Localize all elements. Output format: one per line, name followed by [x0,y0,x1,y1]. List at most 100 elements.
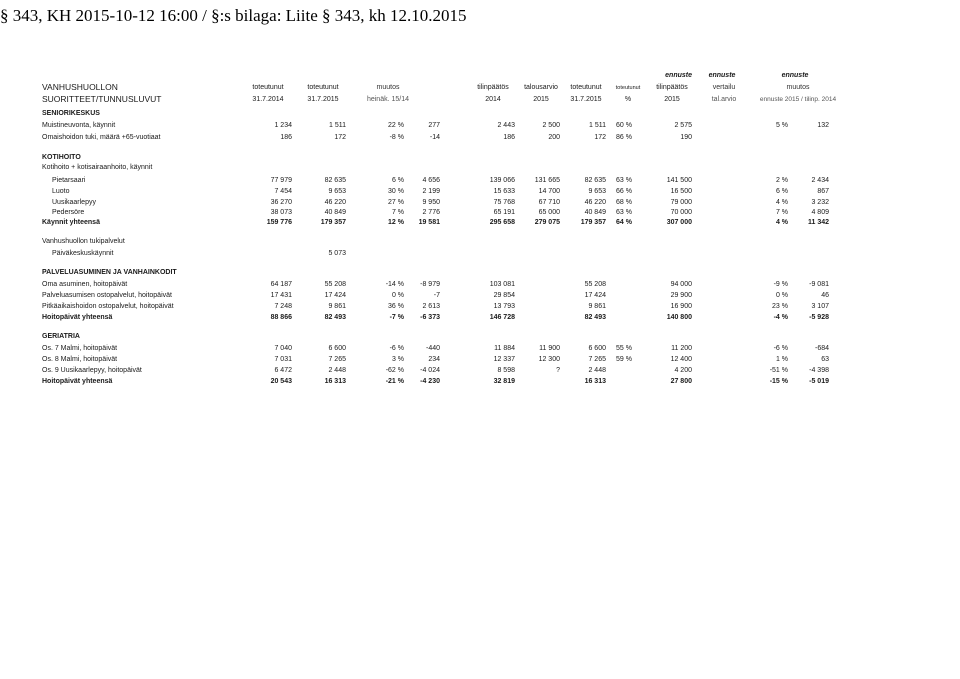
cell-c2: 2 448 [328,367,346,374]
cell-c5: 32 819 [493,378,515,385]
cell-c4: 277 [428,122,440,129]
page-title: § 343, KH 2015-10-12 16:00 / §:s bilaga:… [0,6,467,25]
header-ennuste-1: ennuste [665,72,692,79]
cell-c6: 14 700 [538,188,560,195]
cell-c1: 6 472 [274,367,292,374]
row-label: Os. 8 Malmi, hoitopäivät [42,356,118,363]
cell-c7b: 55 % [616,345,632,352]
cell-c3: 30 % [388,188,404,195]
cell-c3: 27 % [388,199,404,206]
row-label: Käynnit yhteensä [42,219,100,226]
cell-c3: 36 % [388,303,404,310]
cell-c7: 9 653 [588,188,606,195]
cell-c2: 9 653 [328,188,346,195]
cell-c7: 179 357 [580,219,606,226]
cell-c7b: 60 % [616,122,632,129]
cell-c10: 4 % [775,199,788,206]
row-label: Luoto [52,188,70,195]
cell-c10: 1 % [775,356,788,363]
cell-c7: 40 849 [584,209,606,216]
cell-c4: 234 [428,356,440,363]
header-ennuste-2: ennuste [708,72,736,79]
cell-c10: 5 % [775,122,788,129]
cell-c6: 65 000 [538,209,560,216]
row-label: Palveluasumisen ostopalvelut, hoitopäivä… [42,292,172,299]
cell-c5: 11 884 [494,345,515,352]
cell-c5: 75 768 [493,199,515,206]
header-col-c8: tilinpäätös [656,84,688,91]
cell-c8: 94 000 [670,281,692,288]
cell-c3: 0 % [391,292,404,299]
cell-c5: 65 191 [493,209,515,216]
cell-c2: 7 265 [328,356,346,363]
cell-c6: 2 500 [542,122,560,129]
cell-c4: -8 979 [420,281,440,288]
row-label: PALVELUASUMINEN JA VANHAINKODIT [42,269,177,276]
cell-c2: 82 635 [324,177,346,184]
header-col-c6: talousarvio [524,84,558,91]
cell-c11: -5 928 [809,314,829,321]
cell-c11: 867 [817,188,829,195]
cell-c4: -4 024 [420,367,440,374]
cell-c11: 46 [821,292,829,299]
cell-c3: 22 % [388,122,404,129]
header-col-c11: muutos [786,84,810,91]
cell-c5: 139 066 [489,177,515,184]
header-col-c5: tilinpäätös [477,84,509,91]
cell-c3: 12 % [388,219,404,226]
cell-c6: 131 665 [534,177,560,184]
cell-c5: 295 658 [489,219,515,226]
row-label: SENIORIKESKUS [42,110,100,117]
cell-c11: 11 342 [807,219,829,226]
cell-c5: 2 443 [497,122,515,129]
cell-c7b: 59 % [616,356,632,363]
header-label-1: VANHUSHUOLLON [42,82,118,92]
cell-c3: -14 % [385,281,404,288]
header-sub-c11: ennuste 2015 / tilinp. 2014 [759,96,837,103]
cell-c5: 8 598 [497,367,515,374]
row-label: Päiväkeskuskäynnit [52,250,114,257]
cell-c1: 38 073 [270,209,292,216]
cell-c11: -5 019 [809,378,829,385]
cell-c10: 0 % [775,292,788,299]
cell-c7b: 68 % [616,199,632,206]
cell-c7: 16 313 [584,378,606,385]
cell-c3: 3 % [391,356,404,363]
cell-c7: 7 265 [588,356,606,363]
header-col-c9: vertailu [712,84,736,91]
cell-c1: 36 270 [270,199,292,206]
cell-c10: -6 % [773,345,788,352]
cell-c1: 7 031 [274,356,292,363]
cell-c4: 19 581 [418,219,440,226]
row-label: Kotihoito + kotisairaanhoito, käynnit [42,164,153,171]
cell-c11: 3 232 [811,199,829,206]
cell-c2: 6 600 [328,345,346,352]
cell-c5: 186 [503,134,515,141]
cell-c11: -9 081 [809,281,829,288]
row-label: Muistineuvonta, käynnit [42,122,116,129]
cell-c3: -6 % [389,345,404,352]
header-sub-c9: tal.arvio [711,96,737,103]
cell-c5: 13 793 [493,303,515,310]
cell-c2: 5 073 [328,250,346,257]
cell-c1: 64 187 [270,281,292,288]
cell-c3: -7 % [389,314,404,321]
cell-c1: 17 431 [270,292,292,299]
cell-c1: 77 979 [270,177,292,184]
cell-c5: 15 633 [493,188,515,195]
cell-c5: 146 728 [489,314,515,321]
cell-c7: 172 [594,134,606,141]
header-col-c1: toteutunut [252,84,284,91]
cell-c3: 7 % [391,209,404,216]
header-sub-c6: 2015 [533,96,549,103]
cell-c10: 7 % [775,209,788,216]
cell-c10: -4 % [773,314,788,321]
row-label: Uusikaarlepyy [52,199,96,206]
cell-c1: 7 454 [274,188,292,195]
row-label: Oma asuminen, hoitopäivät [42,281,128,288]
header-col-c2: toteutunut [307,84,339,91]
row-label: GERIATRIA [42,333,80,340]
cell-c3: -62 % [385,367,404,374]
header-sub-c2: 31.7.2015 [307,96,339,103]
cell-c2: 82 493 [324,314,346,321]
